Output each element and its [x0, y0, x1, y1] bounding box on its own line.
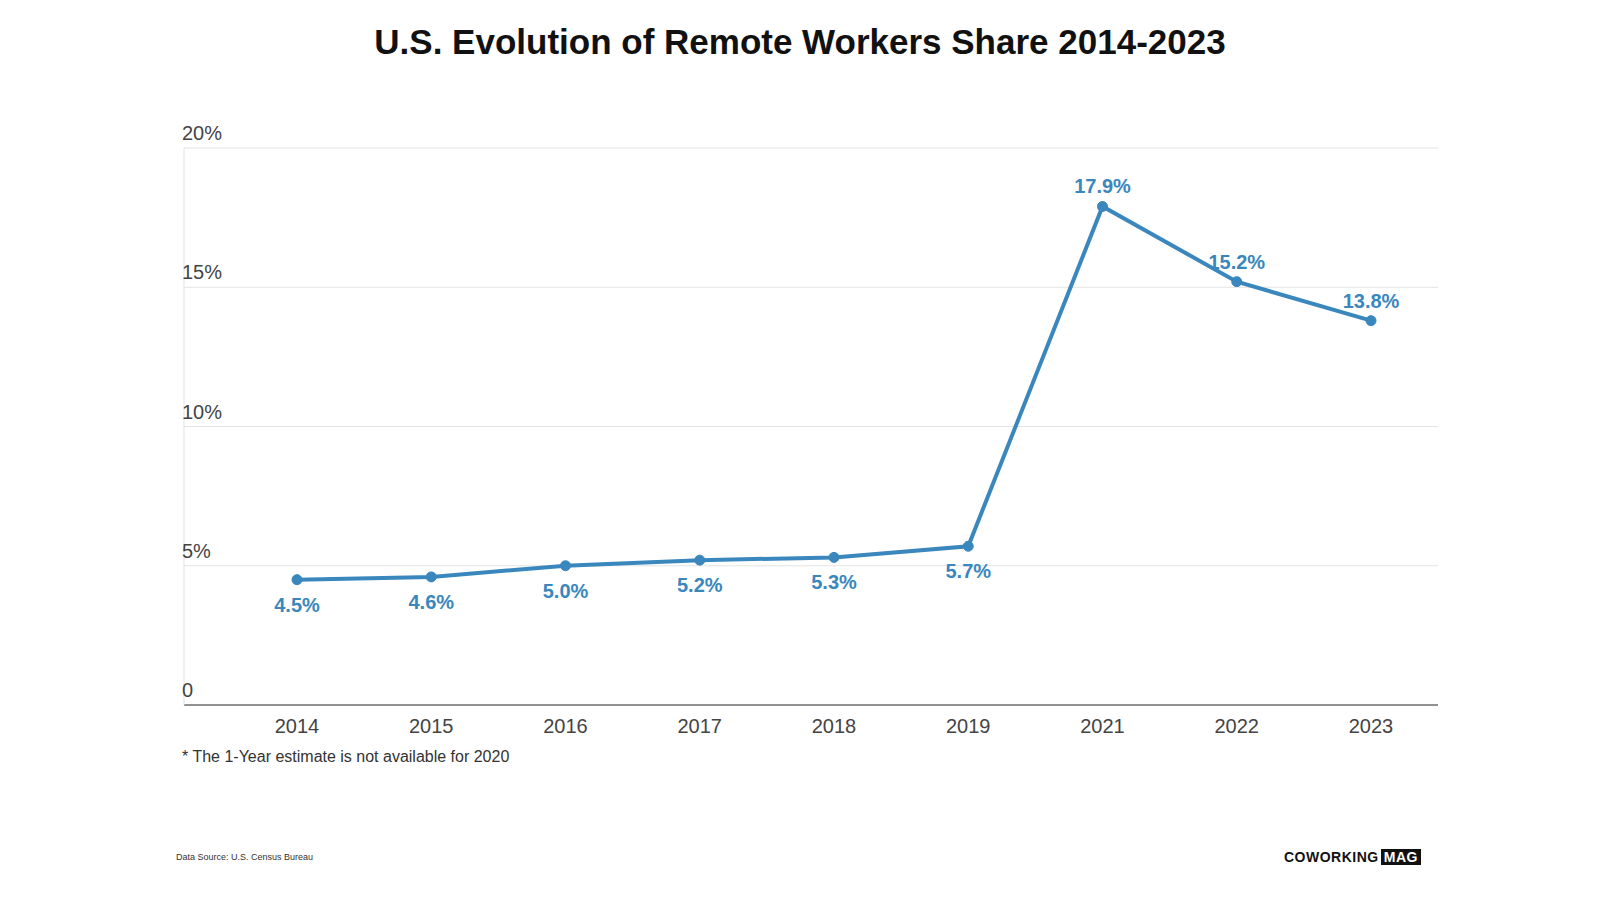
html-text:Data Source: U.S. Census Burea: Data Source: U.S. Census Bureau: [176, 852, 314, 862]
svg-text:2022: 2022: [1215, 715, 1260, 737]
svg-text:2014: 2014: [275, 715, 320, 737]
svg-text:5.3%: 5.3%: [811, 571, 857, 593]
svg-text:2017: 2017: [678, 715, 723, 737]
svg-text:15.2%: 15.2%: [1208, 251, 1265, 273]
svg-text:4.5%: 4.5%: [274, 594, 320, 616]
svg-text:13.8%: 13.8%: [1343, 290, 1400, 312]
svg-text:2023: 2023: [1349, 715, 1394, 737]
svg-text:17.9%: 17.9%: [1074, 175, 1131, 197]
svg-text:20%: 20%: [182, 122, 222, 144]
svg-text:2019: 2019: [946, 715, 991, 737]
svg-text:15%: 15%: [182, 261, 222, 283]
svg-text:0: 0: [182, 679, 193, 701]
svg-text:2021: 2021: [1080, 715, 1125, 737]
svg-text:2016: 2016: [543, 715, 588, 737]
svg-text:5.0%: 5.0%: [543, 580, 589, 602]
svg-text:5%: 5%: [182, 540, 211, 562]
svg-text:10%: 10%: [182, 401, 222, 423]
svg-text:2015: 2015: [409, 715, 454, 737]
svg-text:4.6%: 4.6%: [408, 591, 454, 613]
html-text:U.S. Evolution of Remote Worke: U.S. Evolution of Remote Workers Share 2…: [374, 22, 1226, 61]
html-text:COWORKING MAG: COWORKING MAG: [1284, 849, 1418, 865]
svg-text:2018: 2018: [812, 715, 857, 737]
html-text:* The 1-Year estimate is not a: * The 1-Year estimate is not available f…: [182, 748, 510, 765]
svg-text:5.2%: 5.2%: [677, 574, 723, 596]
svg-text:5.7%: 5.7%: [945, 560, 991, 582]
